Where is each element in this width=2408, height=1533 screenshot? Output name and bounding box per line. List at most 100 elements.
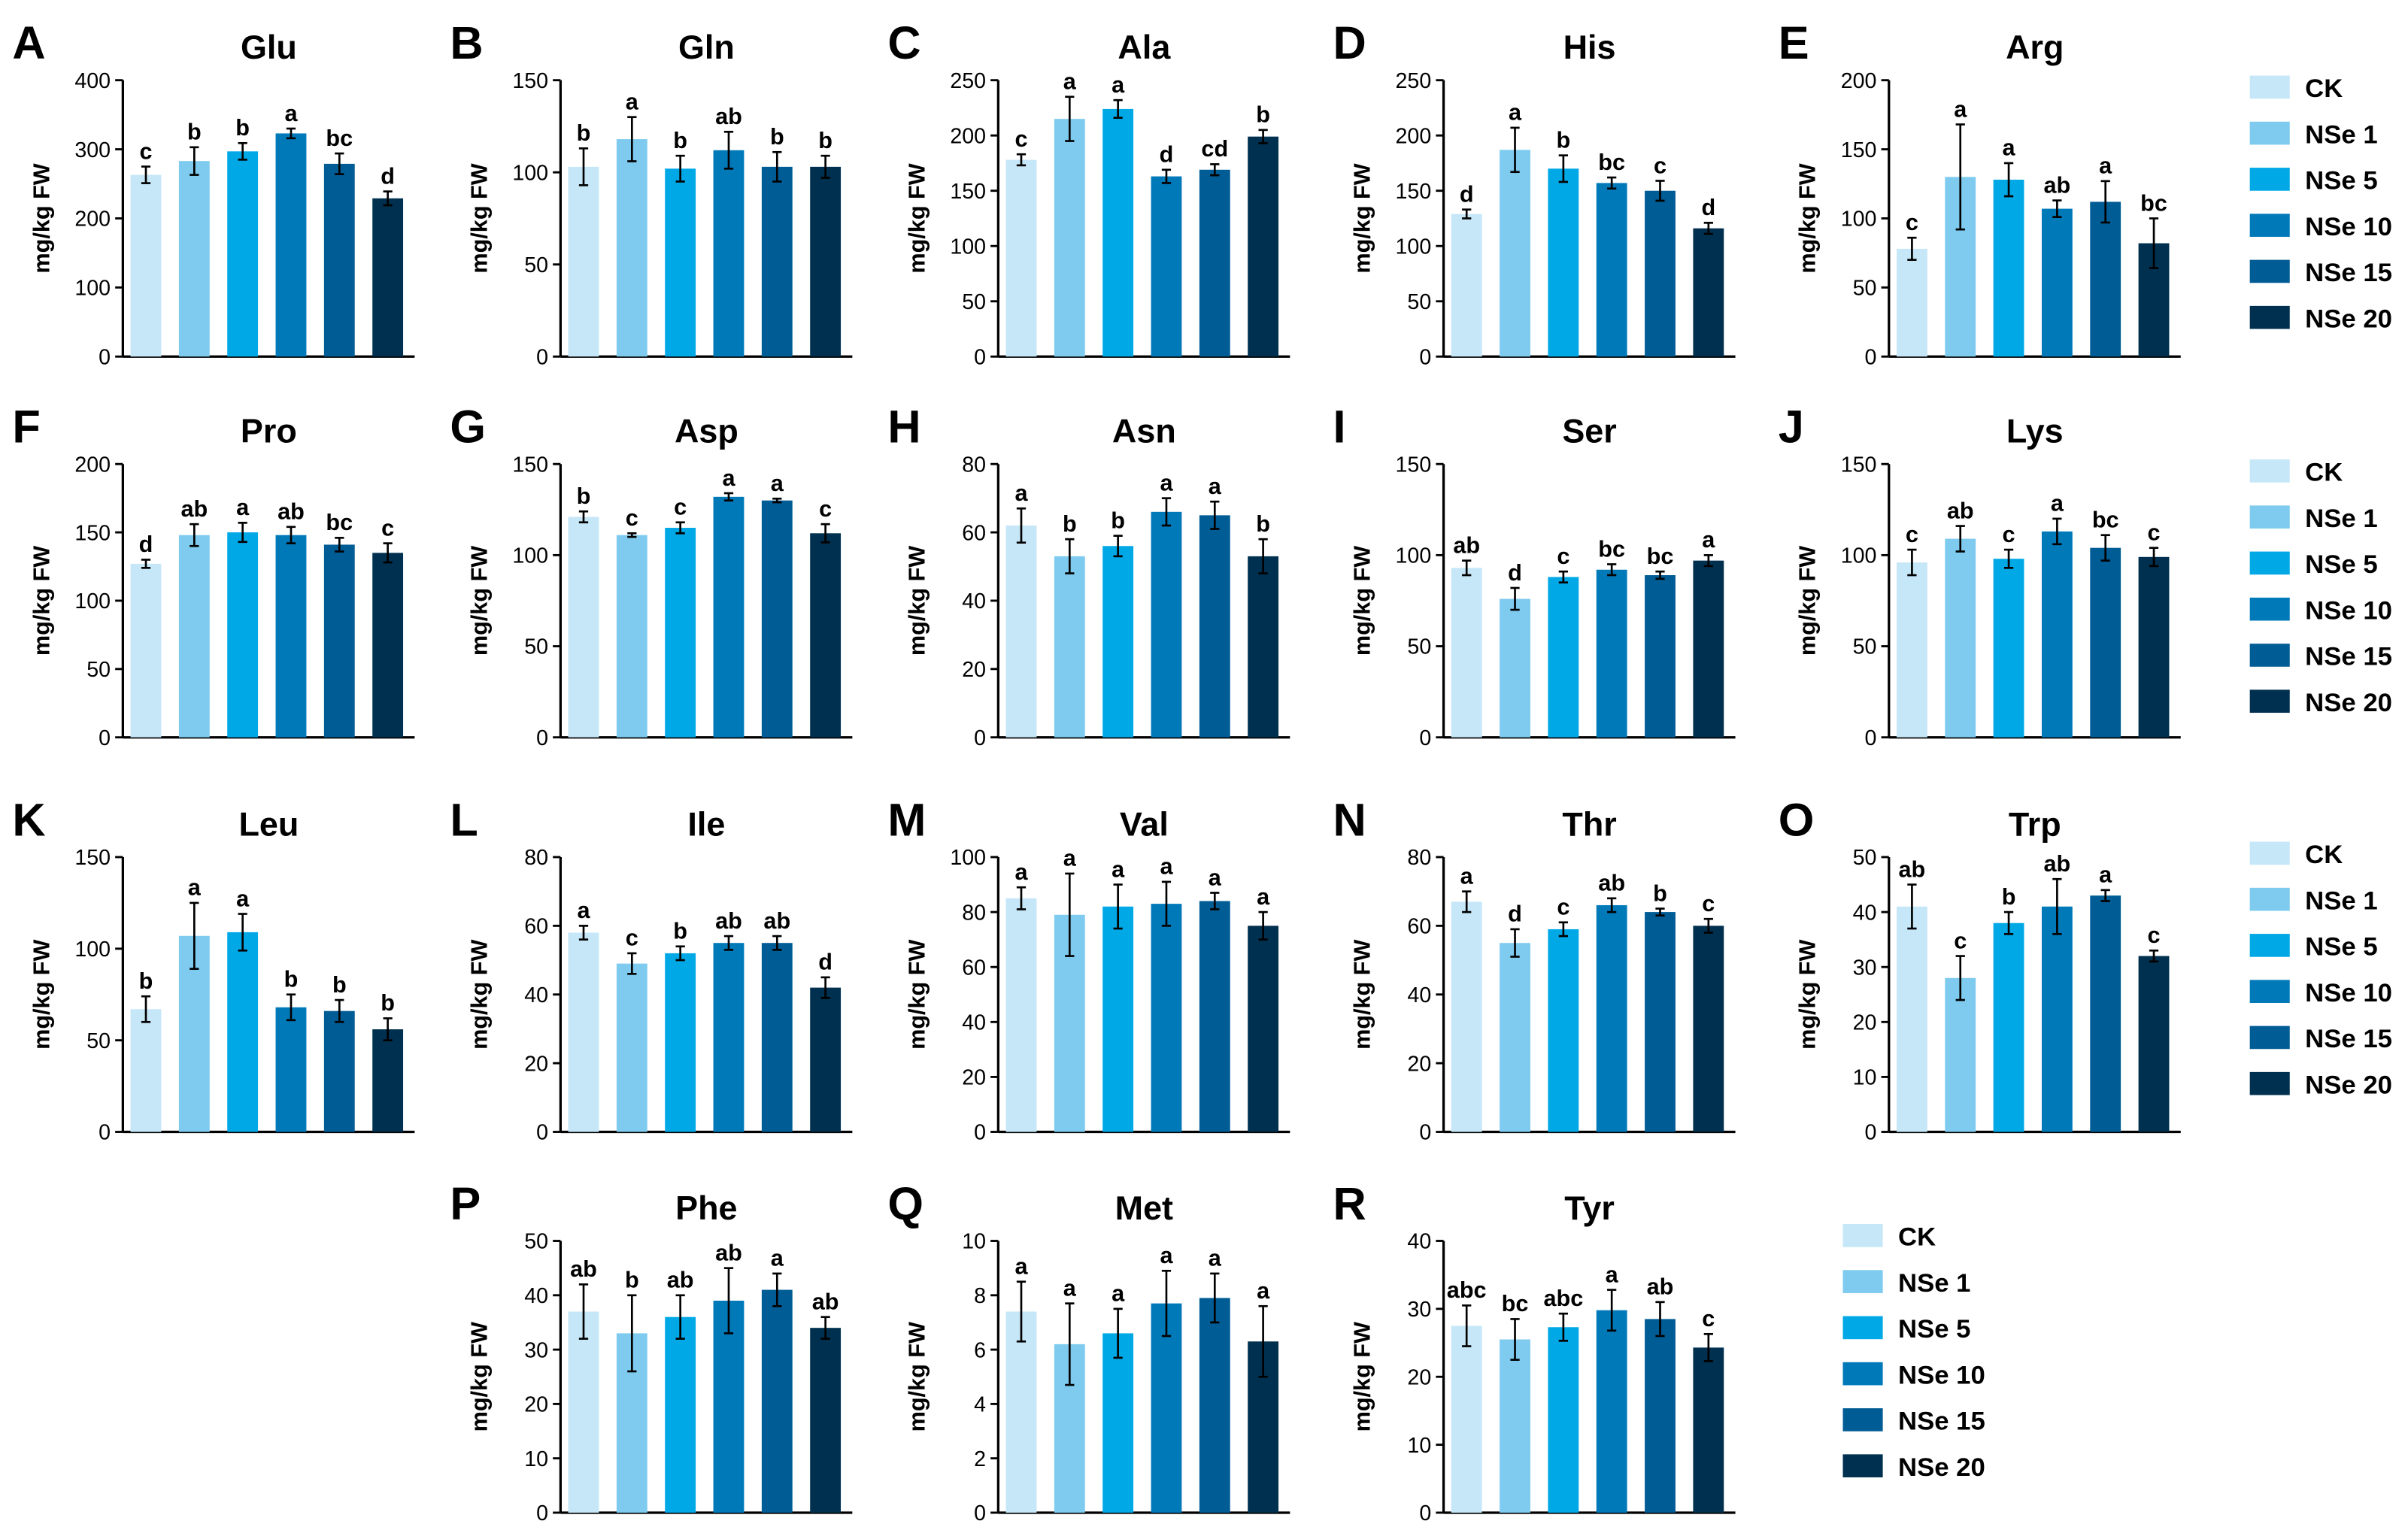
y-tick-label: 50 <box>1853 635 1877 659</box>
significance-label: b <box>1556 127 1570 153</box>
y-tick-label: 0 <box>99 345 111 369</box>
y-tick-label: 150 <box>1396 453 1432 477</box>
bar-nse20 <box>2138 956 2170 1132</box>
y-tick-label: 20 <box>962 1066 986 1090</box>
bar-nse20 <box>1248 556 1279 738</box>
significance-label: a <box>188 875 202 901</box>
legend-label: NSe 10 <box>2305 213 2392 241</box>
significance-label: c <box>1906 522 1918 547</box>
y-tick-label: 0 <box>536 1121 548 1145</box>
legend-swatch <box>1842 1408 1883 1432</box>
y-tick-label: 60 <box>962 956 986 980</box>
significance-label: b <box>1256 511 1270 537</box>
y-tick-label: 0 <box>974 1501 986 1525</box>
panel-title: Lys <box>2006 412 2064 450</box>
y-tick-label: 40 <box>962 1011 986 1035</box>
legend-swatch <box>2249 689 2290 713</box>
bar-nse10 <box>1151 176 1182 357</box>
bar-ck <box>1005 1311 1037 1513</box>
y-tick-label: 150 <box>512 453 548 477</box>
y-tick-label: 250 <box>950 69 986 93</box>
significance-label: bc <box>1598 150 1625 175</box>
bar-nse5 <box>1102 108 1134 357</box>
significance-label: b <box>1111 507 1125 533</box>
panel-leu: K Leu mg/kg FW 0 50 100 150 b a a b b b <box>12 794 415 1145</box>
legend-label: NSe 20 <box>2305 1071 2392 1099</box>
bar-nse20 <box>810 1328 842 1513</box>
significance-label: ab <box>2044 851 2071 877</box>
bar-nse15 <box>1199 169 1230 357</box>
panel-ala: C Ala mg/kg FW 0 50 100 150 200 250 c a a d cd b <box>887 17 1290 369</box>
significance-label: c <box>2148 520 2161 545</box>
panel-thr: N Thr mg/kg FW 0 20 40 60 80 a d c ab b c <box>1333 794 1736 1145</box>
y-tick-label: 80 <box>524 846 548 870</box>
y-tick-label: 50 <box>524 253 548 277</box>
y-tick-label: 0 <box>1419 726 1431 750</box>
y-tick-label: 200 <box>74 208 111 232</box>
y-tick-label: 0 <box>536 1501 548 1525</box>
significance-label: b <box>1063 511 1077 537</box>
panel-title: Leu <box>238 804 299 843</box>
y-tick-label: 40 <box>1407 983 1431 1007</box>
bar-nse10 <box>1596 183 1627 357</box>
legend-swatch <box>2249 1026 2290 1050</box>
legend-swatch <box>2249 505 2290 529</box>
y-tick-label: 0 <box>974 726 986 750</box>
legend-swatch <box>2249 887 2290 911</box>
bar-nse5 <box>1548 577 1579 738</box>
y-axis-label: mg/kg FW <box>1795 940 1821 1050</box>
significance-label: bc <box>1502 1291 1529 1316</box>
y-tick-label: 0 <box>1865 345 1877 369</box>
y-tick-label: 60 <box>962 521 986 545</box>
y-tick-label: 30 <box>1407 1298 1431 1322</box>
significance-label: ab <box>715 104 742 129</box>
bar-nse5 <box>1548 929 1579 1132</box>
y-tick-label: 100 <box>950 235 986 259</box>
bar-nse5 <box>665 528 696 738</box>
bar-nse15 <box>1645 575 1676 738</box>
significance-label: c <box>674 495 687 520</box>
y-tick-label: 150 <box>1396 180 1432 204</box>
y-tick-label: 150 <box>1841 138 1877 162</box>
bar-nse1 <box>1500 943 1530 1132</box>
significance-label: b <box>139 968 153 994</box>
bar-nse5 <box>227 532 259 738</box>
y-tick-label: 0 <box>1419 345 1431 369</box>
y-tick-label: 0 <box>974 345 986 369</box>
panel-title: Gln <box>678 28 735 66</box>
bar-nse15 <box>323 544 355 738</box>
significance-label: a <box>1014 859 1028 885</box>
bar-ck <box>1005 525 1037 738</box>
bar-nse15 <box>1645 1319 1676 1513</box>
bar-nse1 <box>616 963 647 1132</box>
significance-label: a <box>236 495 250 520</box>
bar-nse20 <box>810 533 842 738</box>
legend-label: NSe 20 <box>2305 689 2392 717</box>
bar-nse1 <box>1945 538 1976 738</box>
bar-nse5 <box>1548 168 1579 357</box>
significance-label: c <box>139 138 152 164</box>
bar-nse1 <box>1500 150 1530 357</box>
bar-nse10 <box>1151 511 1182 738</box>
bar-nse5 <box>1548 1327 1579 1513</box>
significance-label: c <box>1557 544 1569 569</box>
bar-nse1 <box>616 535 647 738</box>
significance-label: bc <box>326 510 353 535</box>
y-tick-label: 0 <box>1865 726 1877 750</box>
significance-label: abc <box>1447 1277 1487 1303</box>
bar-nse1 <box>616 139 647 357</box>
y-tick-label: 2 <box>974 1447 986 1471</box>
significance-label: b <box>673 919 687 944</box>
significance-label: ab <box>1947 498 1974 523</box>
panel-letter: E <box>1779 17 1809 68</box>
panel-title: Ser <box>1562 412 1616 450</box>
bar-ck <box>130 1009 162 1132</box>
significance-label: a <box>1160 470 1173 495</box>
significance-label: d <box>1701 195 1715 220</box>
y-axis-label: mg/kg FW <box>1795 163 1821 273</box>
bar-nse10 <box>275 1007 307 1132</box>
y-tick-label: 0 <box>99 726 111 750</box>
significance-label: c <box>1557 895 1569 920</box>
significance-label: ab <box>763 908 790 934</box>
significance-label: a <box>626 89 639 114</box>
